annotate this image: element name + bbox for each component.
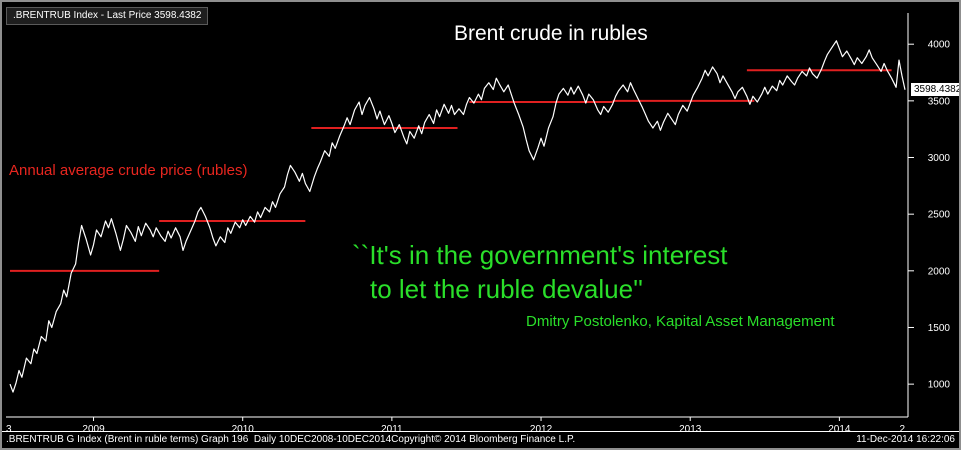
quote-block: ``It's in the government's interest to l… bbox=[352, 238, 728, 306]
chart-title: Brent crude in rubles bbox=[454, 22, 648, 45]
y-tick-label: 1500 bbox=[928, 323, 951, 334]
x-tick-label: 2010 bbox=[232, 424, 255, 435]
status-bar: .BRENTRUB G Index (Brent in ruble terms)… bbox=[2, 431, 959, 448]
y-tick-label: 2500 bbox=[928, 210, 951, 221]
x-tick-label: 2012 bbox=[530, 424, 553, 435]
legend-badge[interactable]: .BRENTRUB Index - Last Price 3598.4382 bbox=[6, 7, 209, 25]
x-tick-label-partial-left: 3 bbox=[6, 424, 12, 435]
x-tick-label: 2013 bbox=[679, 424, 702, 435]
y-tick-label: 2000 bbox=[928, 266, 951, 277]
y-tick-label: 3500 bbox=[928, 96, 951, 107]
y-tick-label: 3000 bbox=[928, 153, 951, 164]
quote-line-1: ``It's in the government's interest bbox=[352, 240, 728, 270]
x-tick-label: 2011 bbox=[381, 424, 403, 435]
y-tick-label: 1000 bbox=[928, 380, 951, 391]
annual-average-annotation: Annual average crude price (rubles) bbox=[9, 162, 248, 179]
last-price-tag: 3598.4382 bbox=[911, 83, 959, 96]
x-tick-label: 2009 bbox=[82, 424, 105, 435]
quote-line-2: to let the ruble devalue'' bbox=[370, 274, 643, 304]
x-tick-label-partial-right: 2 bbox=[899, 424, 905, 435]
quote-attribution: Dmitry Postolenko, Kapital Asset Managem… bbox=[526, 313, 835, 330]
y-tick-label: 4000 bbox=[928, 40, 951, 51]
status-copyright: Copyright© 2014 Bloomberg Finance L.P. bbox=[391, 434, 576, 445]
x-tick-label: 2014 bbox=[828, 424, 851, 435]
status-timestamp: 11-Dec-2014 16:22:06 bbox=[856, 434, 955, 445]
price-line bbox=[9, 40, 906, 393]
status-left-instrument-info: .BRENTRUB G Index (Brent in ruble terms)… bbox=[6, 434, 392, 445]
legend-label: .BRENTRUB Index - Last Price 3598.4382 bbox=[13, 10, 202, 21]
